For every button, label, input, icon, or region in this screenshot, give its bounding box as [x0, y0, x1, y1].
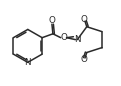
Text: O: O	[60, 33, 67, 42]
Text: N: N	[25, 58, 31, 67]
Text: O: O	[81, 55, 88, 64]
Text: O: O	[81, 15, 88, 24]
Text: N: N	[74, 35, 81, 44]
Text: O: O	[49, 16, 55, 25]
